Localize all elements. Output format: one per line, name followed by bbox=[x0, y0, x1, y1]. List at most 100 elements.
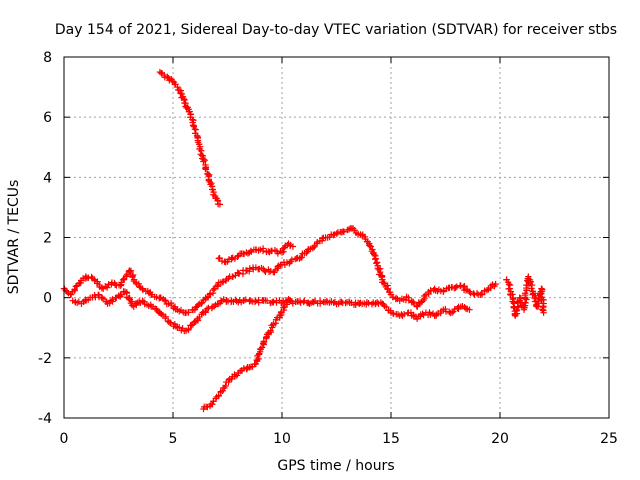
axis-ticks bbox=[63, 56, 610, 419]
data-point bbox=[177, 90, 184, 97]
data-point bbox=[72, 283, 80, 290]
data-point bbox=[259, 245, 267, 252]
data-point bbox=[280, 304, 287, 311]
data-point bbox=[194, 301, 202, 309]
data-point bbox=[216, 201, 224, 208]
y-tick-label: 4 bbox=[43, 170, 52, 186]
data-point bbox=[540, 309, 547, 316]
data-point bbox=[162, 297, 169, 305]
data-point bbox=[63, 288, 71, 295]
data-point bbox=[132, 279, 140, 286]
data-point bbox=[310, 299, 317, 306]
data-point bbox=[246, 265, 253, 272]
data-point bbox=[139, 297, 146, 304]
data-point bbox=[158, 310, 165, 318]
data-point bbox=[453, 283, 460, 290]
data-point bbox=[109, 296, 116, 303]
data-point bbox=[278, 249, 286, 256]
data-point bbox=[333, 230, 340, 237]
data-point bbox=[492, 280, 499, 288]
data-point bbox=[191, 318, 198, 325]
data-point bbox=[209, 286, 217, 294]
series-3 bbox=[60, 225, 499, 317]
data-point bbox=[261, 267, 268, 274]
x-tick-label: 15 bbox=[382, 431, 400, 447]
grid-layer bbox=[64, 57, 609, 418]
data-point bbox=[225, 376, 233, 384]
data-point bbox=[202, 166, 210, 173]
y-tick-label: 2 bbox=[43, 231, 52, 247]
data-point bbox=[71, 286, 78, 293]
data-point bbox=[466, 306, 473, 313]
data-point bbox=[288, 256, 296, 264]
data-point bbox=[263, 297, 271, 305]
data-point bbox=[209, 401, 216, 408]
series-5 bbox=[503, 273, 547, 319]
data-point bbox=[539, 306, 546, 313]
data-point bbox=[118, 291, 126, 298]
data-point bbox=[460, 283, 467, 291]
data-point bbox=[95, 293, 103, 301]
data-point bbox=[382, 303, 390, 311]
y-tick-label: 6 bbox=[43, 110, 52, 126]
data-point bbox=[462, 287, 470, 294]
data-point bbox=[316, 297, 324, 305]
y-tick-label: -2 bbox=[38, 351, 52, 367]
data-point bbox=[365, 299, 372, 307]
data-point bbox=[98, 284, 106, 292]
data-point bbox=[222, 382, 229, 390]
series-4 bbox=[69, 288, 473, 335]
y-tick-label: 0 bbox=[43, 291, 52, 307]
data-point bbox=[132, 300, 140, 307]
data-point bbox=[85, 274, 92, 281]
data-point bbox=[164, 73, 171, 80]
data-point bbox=[454, 304, 461, 312]
data-point bbox=[252, 360, 260, 368]
data-point bbox=[203, 305, 211, 313]
data-point bbox=[127, 268, 134, 276]
data-point bbox=[215, 392, 222, 399]
data-point bbox=[289, 243, 297, 250]
data-point bbox=[366, 242, 373, 249]
y-tick-label: 8 bbox=[43, 50, 52, 66]
data-point bbox=[298, 254, 305, 261]
data-point bbox=[167, 319, 174, 326]
x-tick-label: 0 bbox=[60, 431, 69, 447]
x-tick-label: 10 bbox=[273, 431, 291, 447]
data-point bbox=[340, 228, 348, 235]
data-point bbox=[289, 300, 297, 307]
y-tick-label: -4 bbox=[38, 411, 52, 427]
tick-labels: 0 5 10 15 20 25 -4 -2 0 2 4 6 8 bbox=[38, 50, 618, 447]
data-point bbox=[300, 298, 307, 306]
data-point bbox=[303, 249, 310, 257]
data-point bbox=[139, 286, 147, 294]
data-point bbox=[127, 267, 135, 274]
data-point bbox=[400, 310, 408, 318]
data-point bbox=[338, 298, 345, 306]
data-point bbox=[172, 323, 180, 330]
chart-title: Day 154 of 2021, Sidereal Day-to-day VTE… bbox=[55, 22, 617, 38]
data-point bbox=[466, 288, 473, 295]
data-point bbox=[198, 147, 205, 154]
data-point bbox=[103, 284, 111, 291]
data-point bbox=[276, 312, 284, 319]
series-2 bbox=[215, 240, 297, 266]
data-point bbox=[255, 299, 262, 306]
y-axis-label: SDTVAR / TECUs bbox=[6, 180, 22, 295]
data-point bbox=[345, 226, 353, 233]
x-tick-label: 5 bbox=[169, 431, 178, 447]
data-point bbox=[448, 309, 456, 316]
data-point bbox=[242, 296, 249, 303]
data-point bbox=[506, 285, 513, 292]
data-point bbox=[380, 278, 387, 286]
data-point bbox=[528, 285, 535, 292]
data-point bbox=[200, 158, 207, 165]
data-point bbox=[260, 338, 268, 346]
x-tick-label: 25 bbox=[600, 431, 618, 447]
x-tick-label: 20 bbox=[491, 431, 509, 447]
x-axis-label: GPS time / hours bbox=[277, 458, 394, 474]
data-point bbox=[188, 322, 195, 329]
series-1 bbox=[200, 295, 292, 413]
data-point bbox=[198, 300, 205, 307]
data-point bbox=[330, 231, 337, 239]
